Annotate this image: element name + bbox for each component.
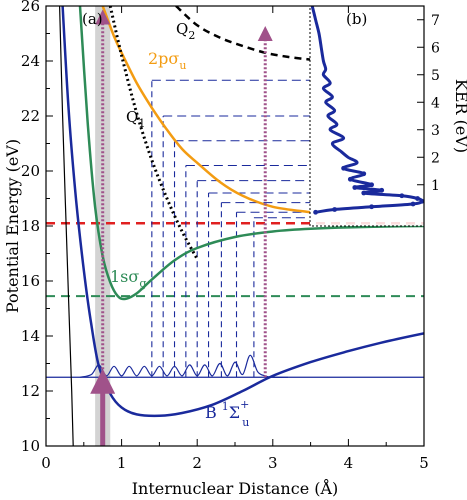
ker-point-25 — [352, 185, 358, 190]
ker-axis-ticks: 1 2 3 4 5 6 7 — [417, 13, 440, 194]
ker-point-21 — [341, 165, 346, 171]
y-tick-label-18: 18 — [21, 217, 40, 235]
y-tick-label-22: 22 — [21, 107, 40, 125]
ker-tick-label-1: 1 — [431, 178, 440, 194]
x-axis-ticks: 0 1 2 3 4 5 — [41, 6, 429, 472]
ker-point-29 — [415, 196, 420, 201]
b-state-label: B 1Σ+ u — [205, 398, 249, 429]
y-tick-label-12: 12 — [21, 382, 40, 400]
ker-point-31 — [410, 201, 416, 207]
ker-point-33 — [332, 207, 338, 212]
ker-point-30 — [419, 198, 424, 204]
x-axis-label: Internuclear Distance (Å) — [132, 478, 339, 498]
ker-tick-label-4: 4 — [431, 95, 440, 111]
ker-axis-label: KER (eV) — [452, 79, 467, 153]
q2-label: Q2 — [176, 20, 195, 42]
panel-label-b: (b) — [346, 10, 367, 28]
ker-point-22 — [361, 171, 367, 177]
y-axis-label: Potential Energy (eV) — [3, 139, 22, 313]
ker-point-32 — [369, 204, 374, 210]
y-tick-label-24: 24 — [21, 52, 40, 70]
sigma-g-curve — [78, 6, 424, 301]
y-tick-label-10: 10 — [21, 437, 40, 455]
ker-point-26 — [379, 187, 385, 193]
x-tick-label-4: 4 — [344, 454, 354, 472]
b-state-curve — [61, 6, 424, 418]
ker-point-24 — [369, 182, 374, 188]
wavepacket-curve — [79, 354, 288, 378]
ker-point-27 — [361, 190, 367, 196]
ker-point-23 — [347, 176, 353, 182]
y-tick-label-26: 26 — [21, 0, 40, 15]
y-tick-label-14: 14 — [21, 327, 40, 345]
vibrational-levels — [151, 79, 311, 378]
ker-tick-label-7: 7 — [431, 13, 440, 29]
ker-spectrum — [310, 6, 424, 214]
left-wall-curve — [59, 6, 74, 446]
y-tick-label-20: 20 — [21, 162, 40, 180]
q2-curve — [175, 6, 311, 61]
q1-curve — [108, 6, 199, 260]
q1-label: Q1 — [126, 108, 145, 130]
x-tick-label-5: 5 — [419, 454, 429, 472]
y-axis-ticks: 10 12 14 16 18 20 22 24 26 — [21, 0, 53, 455]
sigma-g-label: 1sσg — [110, 267, 146, 290]
panel-label-a: (a) — [82, 10, 103, 28]
ker-point-28 — [399, 193, 405, 199]
ker-point-34 — [313, 209, 318, 215]
x-tick-label-3: 3 — [268, 454, 278, 472]
ker-tick-label-5: 5 — [431, 68, 440, 84]
ker-tick-label-3: 3 — [431, 123, 440, 139]
ker-tick-label-6: 6 — [431, 40, 440, 56]
pi-u-label: 2pσu — [148, 49, 186, 72]
y-tick-label-16: 16 — [21, 272, 40, 290]
gray-band — [95, 6, 111, 446]
x-tick-label-0: 0 — [41, 454, 51, 472]
ker-tick-label-2: 2 — [431, 150, 440, 166]
ker-spectrum-points — [313, 165, 424, 215]
x-tick-label-2: 2 — [192, 454, 202, 472]
x-tick-label-1: 1 — [117, 454, 127, 472]
